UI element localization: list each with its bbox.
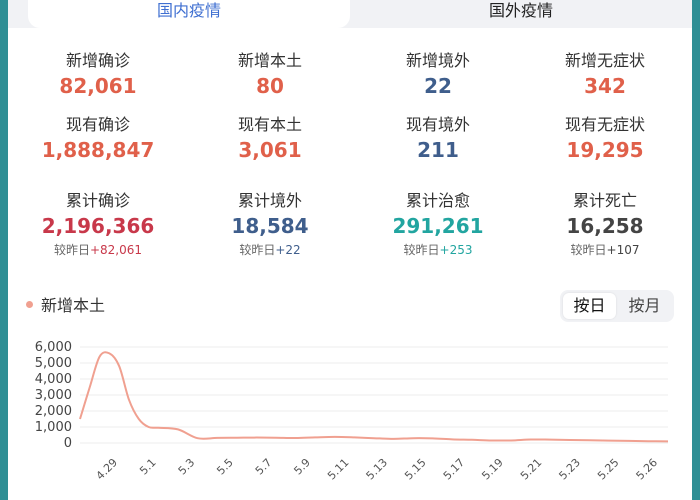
x-tick-label: 5.13: [364, 456, 391, 483]
series-line-new-local: [79, 351, 669, 443]
x-tick-label: 5.21: [518, 456, 545, 483]
x-tick-label: 5.9: [291, 456, 313, 478]
toggle-by-month[interactable]: 按月: [628, 296, 661, 315]
stat-label: 现有本土: [237, 115, 302, 134]
stat-11: 累计治愈 291,261 较昨日+253: [353, 190, 523, 258]
stat-6: 现有本土 3,061: [185, 114, 355, 164]
stat-compare-delta: +82,061: [89, 243, 143, 257]
x-tick-label: 4.29: [94, 456, 121, 483]
tab-domestic[interactable]: 国内疫情: [28, 0, 350, 28]
x-tick-label: 5.23: [556, 456, 583, 483]
stat-label: 现有无症状: [564, 115, 645, 134]
x-tick-label: 5.15: [402, 456, 429, 483]
stat-value: 18,584: [231, 214, 309, 238]
stat-compare: 较昨日+82,061: [13, 242, 183, 258]
x-tick-label: 5.25: [595, 456, 622, 483]
legend-dot-icon: [26, 301, 33, 308]
stat-value: 19,295: [566, 138, 644, 162]
stat-12: 累计死亡 16,258 较昨日+107: [520, 190, 690, 258]
stat-compare-delta: +253: [439, 243, 473, 257]
epidemic-card: 国内疫情 国外疫情 新增确诊 82,061 新增本土 80 新增境外 22 新增无症状 342…: [8, 0, 692, 500]
stat-value: 2,196,366: [41, 214, 155, 238]
stat-label: 累计治愈: [405, 191, 470, 210]
y-tick-label: 2,000: [35, 404, 72, 419]
stat-value: 22: [424, 74, 452, 98]
stat-label: 现有确诊: [65, 115, 130, 134]
x-tick-label: 5.1: [137, 456, 159, 478]
period-toggle: 按日 按月: [560, 290, 674, 322]
stat-value: 80: [256, 74, 284, 98]
stat-2: 新增本土 80: [185, 50, 355, 100]
tab-foreign[interactable]: 国外疫情: [488, 1, 553, 20]
stat-value: 16,258: [566, 214, 644, 238]
stat-compare-prefix: 较昨日: [570, 243, 607, 257]
stat-label: 累计境外: [237, 191, 302, 210]
stat-compare-delta: +22: [275, 243, 301, 257]
stat-compare-prefix: 较昨日: [403, 243, 440, 257]
x-tick-label: 5.7: [253, 456, 275, 478]
x-tick-label: 5.26: [634, 456, 661, 483]
legend-label: 新增本土: [41, 296, 106, 315]
stat-value: 291,261: [392, 214, 484, 238]
y-tick-label: 0: [64, 436, 72, 451]
stat-label: 新增无症状: [564, 51, 645, 70]
stat-5: 现有确诊 1,888,847: [13, 114, 183, 164]
x-tick-label: 5.5: [214, 456, 236, 478]
stat-value: 82,061: [59, 74, 137, 98]
x-tick-label: 5.11: [325, 456, 352, 483]
stat-compare-prefix: 较昨日: [53, 243, 90, 257]
x-tick-label: 5.19: [479, 456, 506, 483]
stat-4: 新增无症状 342: [520, 50, 690, 100]
x-tick-label: 5.17: [441, 456, 468, 483]
stat-1: 新增确诊 82,061: [13, 50, 183, 100]
chart-legend: 新增本土: [26, 295, 105, 317]
stat-3: 新增境外 22: [353, 50, 523, 100]
stat-value: 1,888,847: [41, 138, 155, 162]
stat-compare-prefix: 较昨日: [239, 243, 276, 257]
stat-value: 211: [417, 138, 459, 162]
stat-10: 累计境外 18,584 较昨日+22: [185, 190, 355, 258]
toggle-by-day[interactable]: 按日: [563, 293, 616, 319]
stat-8: 现有无症状 19,295: [520, 114, 690, 164]
stat-value: 342: [584, 74, 626, 98]
stat-label: 新增境外: [405, 51, 470, 70]
stat-compare: 较昨日+253: [353, 242, 523, 258]
faint-footer-text: [28, 490, 168, 500]
y-tick-label: 4,000: [35, 372, 72, 387]
y-tick-label: 5,000: [35, 356, 72, 371]
stat-value: 3,061: [238, 138, 302, 162]
y-tick-label: 1,000: [35, 420, 72, 435]
y-tick-label: 3,000: [35, 388, 72, 403]
stat-label: 新增本土: [237, 51, 302, 70]
y-tick-label: 6,000: [35, 340, 72, 355]
stat-label: 现有境外: [405, 115, 470, 134]
x-tick-label: 5.3: [176, 456, 198, 478]
stat-label: 累计死亡: [572, 191, 637, 210]
stat-compare-delta: +107: [606, 243, 640, 257]
stat-7: 现有境外 211: [353, 114, 523, 164]
stat-label: 新增确诊: [65, 51, 130, 70]
stat-compare: 较昨日+22: [185, 242, 355, 258]
tab-bar: 国内疫情 国外疫情: [8, 0, 692, 28]
stat-label: 累计确诊: [65, 191, 130, 210]
stat-compare: 较昨日+107: [520, 242, 690, 258]
stat-9: 累计确诊 2,196,366 较昨日+82,061: [13, 190, 183, 258]
